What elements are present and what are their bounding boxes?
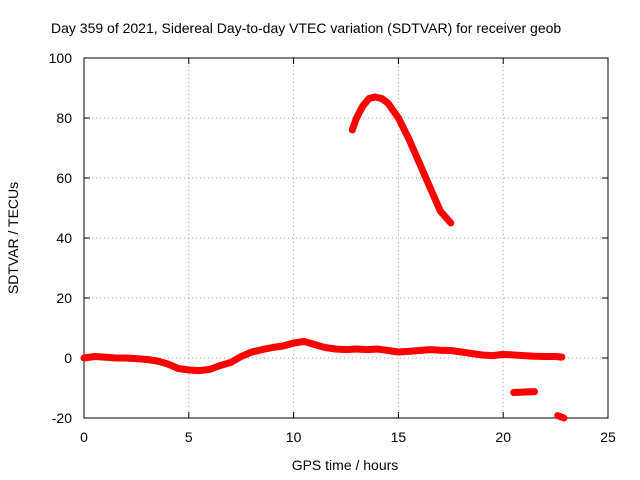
data-point bbox=[426, 184, 433, 190]
data-point bbox=[552, 353, 559, 360]
data-point bbox=[217, 362, 224, 369]
data-point bbox=[248, 349, 255, 355]
data-point bbox=[558, 354, 565, 361]
data-point bbox=[416, 160, 423, 166]
y-tick-label: 40 bbox=[56, 230, 72, 246]
data-point bbox=[343, 346, 349, 353]
x-tick-label: 15 bbox=[391, 429, 407, 445]
data-point bbox=[384, 100, 391, 106]
data-point bbox=[164, 361, 171, 367]
data-point bbox=[143, 356, 150, 363]
data-point bbox=[405, 348, 412, 355]
data-point bbox=[521, 352, 528, 359]
data-point bbox=[458, 349, 465, 355]
data-point bbox=[395, 349, 402, 355]
data-point bbox=[374, 346, 381, 352]
data-point bbox=[349, 127, 356, 133]
data-point bbox=[479, 352, 486, 358]
data-point bbox=[122, 355, 129, 361]
data-point bbox=[531, 388, 538, 395]
data-point bbox=[175, 365, 182, 372]
data-point bbox=[372, 94, 379, 100]
data-point bbox=[259, 346, 266, 353]
series-layer bbox=[80, 93, 568, 422]
data-point bbox=[447, 347, 454, 354]
data-point bbox=[311, 341, 318, 348]
axis-ticks: 0 5 10 15 20 25 -20 0 20 40 60 80 100 bbox=[49, 50, 616, 445]
data-point bbox=[468, 350, 475, 357]
data-point bbox=[196, 367, 203, 374]
x-tick-label: 20 bbox=[495, 429, 511, 445]
data-point bbox=[542, 353, 549, 360]
data-point bbox=[447, 220, 454, 226]
x-tick-label: 0 bbox=[80, 429, 88, 445]
x-axis-label: GPS time / hours bbox=[292, 457, 399, 473]
data-point bbox=[489, 352, 496, 359]
data-point bbox=[238, 353, 245, 360]
data-point bbox=[437, 347, 444, 354]
chart-title: Day 359 of 2021, Sidereal Day-to-day VTE… bbox=[51, 20, 561, 36]
x-tick-label: 10 bbox=[286, 429, 302, 445]
series-line-segment-21h bbox=[510, 388, 539, 396]
data-point bbox=[366, 95, 373, 102]
data-point bbox=[359, 103, 366, 109]
data-point bbox=[133, 355, 140, 362]
data-point bbox=[227, 359, 234, 366]
data-point bbox=[500, 351, 507, 358]
data-point bbox=[81, 355, 87, 361]
data-point bbox=[437, 208, 444, 214]
y-axis-label: SDTVAR / TECUs bbox=[5, 182, 21, 294]
series-line-peak bbox=[348, 93, 455, 227]
data-point bbox=[363, 346, 370, 353]
x-tick-label: 25 bbox=[600, 429, 616, 445]
data-point bbox=[554, 412, 561, 419]
data-point bbox=[426, 346, 433, 353]
data-point bbox=[269, 344, 276, 351]
data-point bbox=[112, 355, 119, 361]
data-point bbox=[560, 415, 567, 421]
y-tick-label: 0 bbox=[64, 350, 72, 366]
data-point bbox=[154, 358, 161, 364]
data-point bbox=[416, 347, 423, 354]
y-tick-label: 100 bbox=[49, 50, 73, 66]
data-point bbox=[395, 115, 402, 121]
data-point bbox=[384, 347, 391, 354]
data-point bbox=[301, 338, 308, 345]
data-point bbox=[531, 353, 538, 360]
data-point bbox=[280, 343, 287, 349]
y-tick-label: 80 bbox=[56, 110, 72, 126]
data-point bbox=[510, 352, 517, 358]
data-point bbox=[378, 95, 385, 102]
data-point bbox=[353, 115, 360, 121]
x-tick-label: 5 bbox=[185, 429, 193, 445]
data-point bbox=[91, 353, 98, 360]
data-point bbox=[185, 367, 192, 373]
y-tick-label: -20 bbox=[52, 410, 72, 426]
data-point bbox=[510, 389, 517, 396]
data-point bbox=[353, 346, 360, 352]
y-tick-label: 60 bbox=[56, 170, 72, 186]
data-point bbox=[101, 354, 108, 361]
data-point bbox=[405, 136, 412, 142]
data-point bbox=[206, 366, 213, 373]
data-point bbox=[322, 344, 329, 351]
data-point bbox=[290, 340, 297, 346]
y-tick-label: 20 bbox=[56, 290, 72, 306]
data-point bbox=[332, 346, 339, 352]
